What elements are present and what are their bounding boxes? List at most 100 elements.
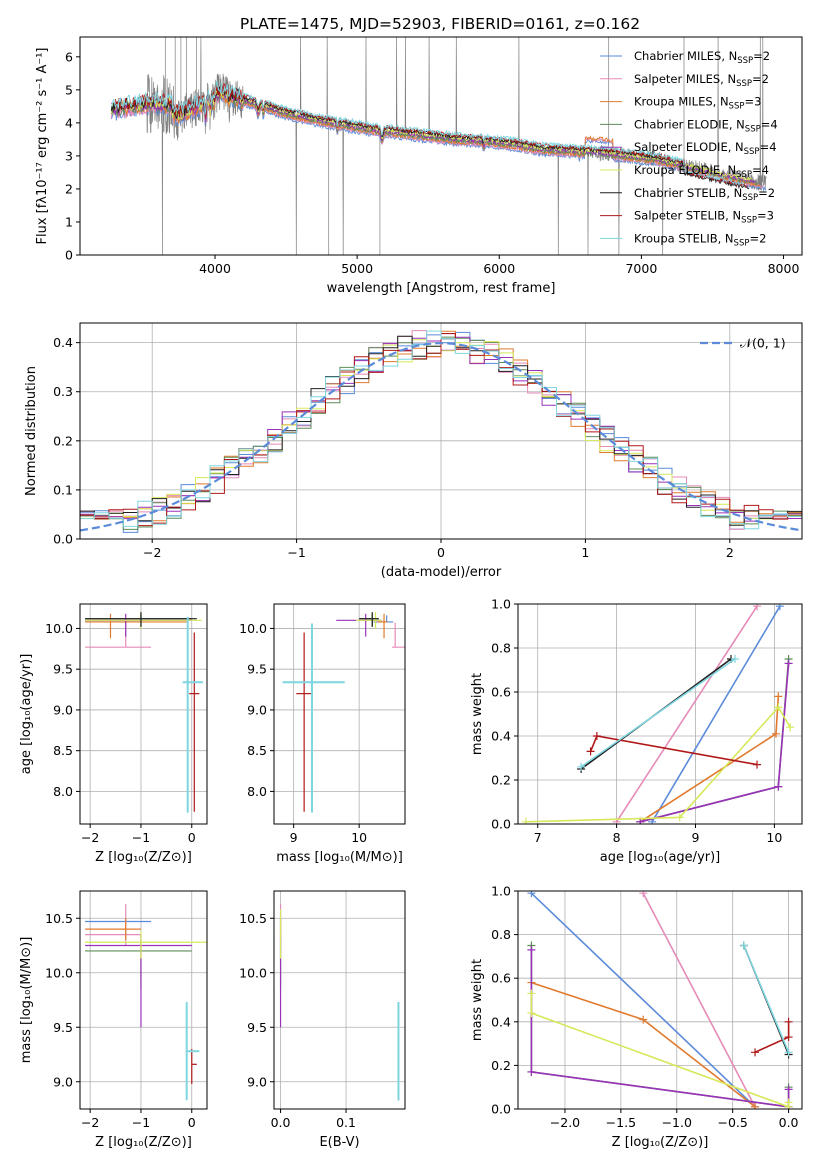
errorbar-point — [282, 623, 345, 813]
errorbar-point — [191, 1049, 197, 1084]
weight-marker — [784, 659, 793, 668]
errorbar-point — [185, 1002, 200, 1101]
legend-entry: Chabrier ELODIE, NSSP=4 — [634, 117, 778, 134]
legend-count: =2 — [758, 186, 775, 200]
plot-area — [282, 612, 405, 813]
axes-frame — [79, 890, 208, 1110]
legend-entry: Chabrier MILES, NSSP=2 — [634, 49, 770, 66]
model-spectrum-line — [110, 86, 753, 182]
weight-marker — [639, 891, 648, 898]
legend-count: =4 — [752, 163, 769, 177]
x-axis-label: Z [log₁₀(Z/Z⊙)] — [95, 1135, 192, 1150]
y-tick-label: 1.0 — [491, 597, 511, 612]
errorbar-point — [296, 632, 312, 812]
errorbar-point — [85, 612, 202, 629]
errorbar-point — [85, 918, 141, 941]
y-tick-label: 0.0 — [491, 1102, 511, 1117]
axes-frame — [79, 322, 803, 540]
weight-line — [640, 663, 790, 823]
weight-marker — [730, 655, 739, 663]
legend-entry: Chabrier STELIB, NSSP=2 — [634, 186, 775, 203]
x-tick-label: 10 — [766, 830, 782, 845]
x-tick-label: −2 — [81, 1115, 99, 1130]
weight-line — [615, 605, 758, 823]
x-tick-label: 7 — [534, 830, 542, 845]
normal-curve — [80, 342, 800, 532]
weight-marker — [753, 760, 762, 769]
errorbar-point — [182, 617, 203, 813]
y-tick-label: 0.2 — [53, 433, 73, 448]
y-tick-label: 8.0 — [53, 784, 73, 799]
weight-marker — [771, 729, 780, 738]
legend-subscript: SSP — [741, 216, 757, 226]
y-tick-label: 3 — [65, 148, 73, 163]
errorbar-point — [85, 940, 192, 990]
legend-entry: Kroupa MILES, NSSP=3 — [634, 95, 761, 112]
y-tick-label: 0.8 — [491, 641, 511, 656]
weight-marker — [527, 989, 536, 998]
legend-entry: Kroupa ELODIE, NSSP=4 — [634, 163, 769, 180]
x-tick-label: −1 — [132, 1115, 150, 1130]
x-axis-label: (data-model)/error — [381, 565, 502, 580]
y-tick-label: 9.0 — [53, 1074, 73, 1089]
weight-marker — [784, 1085, 793, 1094]
x-tick-label: −1 — [287, 545, 305, 560]
weight-marker — [784, 1098, 793, 1107]
y-tick-label: 9.5 — [53, 1020, 73, 1035]
plot-area — [85, 612, 203, 813]
legend-label: Kroupa ELODIE, N — [634, 163, 736, 177]
axes-frame — [273, 890, 406, 1110]
weight-marker — [592, 732, 601, 740]
errorbar-point — [85, 904, 141, 946]
y-tick-label: 5 — [65, 82, 73, 97]
legend-label: Kroupa STELIB, N — [634, 231, 734, 245]
legend-label: Salpeter ELODIE, N — [634, 140, 744, 154]
y-tick-label: 0.8 — [491, 927, 511, 942]
legend-count: =4 — [760, 140, 777, 154]
legend-count: =2 — [752, 72, 769, 86]
legend-subscript: SSP — [744, 147, 760, 157]
y-axis-label: age [log₁₀(age/yr)] — [19, 654, 34, 775]
weight-marker — [753, 604, 762, 611]
legend-entry: 𝒩(0, 1) — [740, 336, 786, 351]
histogram-kroupa-stelib — [80, 330, 802, 530]
y-tick-label: 8.5 — [53, 743, 73, 758]
legend-entry: Salpeter STELIB, NSSP=3 — [634, 209, 774, 226]
y-tick-label: 1 — [65, 214, 73, 229]
errorbar-point — [377, 613, 388, 639]
y-tick-label: 0.4 — [491, 729, 511, 744]
x-tick-label: 10 — [351, 830, 367, 845]
weight-line — [530, 945, 790, 1108]
x-axis-label: age [log₁₀(age/yr)] — [600, 850, 721, 865]
y-tick-label: 10.0 — [45, 965, 73, 980]
y-axis-label: Normed distribution — [24, 366, 39, 496]
legend-count: =3 — [757, 209, 774, 223]
y-axis-label: mass weight — [470, 959, 485, 1041]
y-tick-label: 0.0 — [491, 817, 511, 832]
y-tick-label: 0.4 — [53, 335, 73, 350]
x-tick-label: 9 — [290, 830, 298, 845]
weight-marker — [751, 1048, 760, 1057]
y-tick-label: 4 — [65, 115, 73, 130]
x-tick-label: 0.1 — [336, 1115, 356, 1130]
axes-frame — [517, 603, 803, 825]
x-tick-label: 0 — [188, 1115, 196, 1130]
weight-marker — [784, 1017, 793, 1026]
weight-line — [743, 945, 790, 1053]
weight-marker — [527, 1067, 536, 1076]
x-tick-label: 8 — [613, 830, 621, 845]
weight-line — [639, 696, 780, 823]
legend-entry: Salpeter ELODIE, NSSP=4 — [634, 140, 777, 157]
y-tick-label: 10.0 — [239, 965, 267, 980]
weight-marker — [586, 747, 595, 756]
panel-massweight-vs-age: 7 8 9 10 0.0 0.2 0.4 0.6 0.8 1.0 age [log₁₀(age/yr… — [470, 597, 803, 865]
x-tick-label: −1 — [132, 830, 150, 845]
x-tick-label: −2 — [143, 545, 161, 560]
y-tick-label: 9.5 — [247, 1020, 267, 1035]
axes-frame — [79, 603, 208, 825]
panel-age-vs-Z: −2 −1 0 8.0 8.5 9.0 9.5 10.0 Z [log₁₀(Z/Z⊙)] age … — [19, 603, 208, 865]
errorbar-point — [85, 931, 207, 959]
weight-marker — [774, 703, 783, 712]
weight-marker — [751, 1102, 760, 1109]
